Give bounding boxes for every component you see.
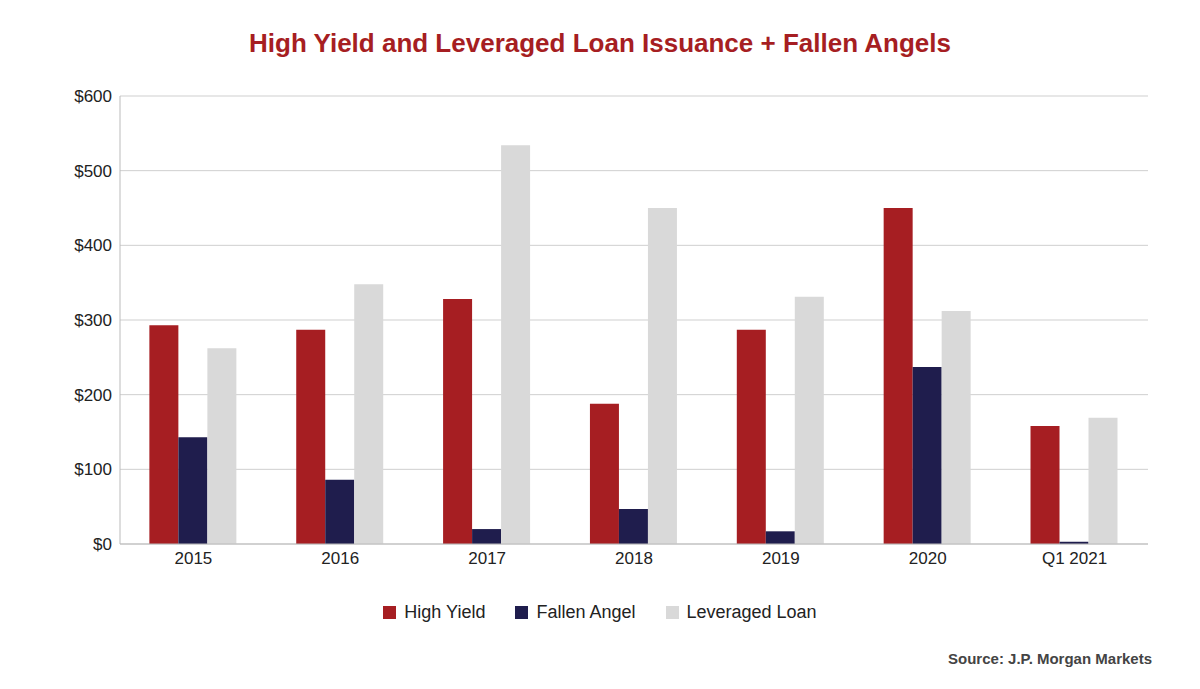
svg-text:$600: $600 (74, 87, 112, 106)
html-text:High Yield and Leveraged Loan: High Yield and Leveraged Loan Issuance +… (249, 28, 951, 58)
svg-text:$0: $0 (93, 535, 112, 554)
svg-text:2017: 2017 (468, 549, 506, 568)
svg-text:$100: $100 (74, 460, 112, 479)
svg-text:$500: $500 (74, 162, 112, 181)
html-text:Leveraged Loan: Leveraged Loan (686, 602, 817, 622)
svg-text:Q1 2021: Q1 2021 (1042, 549, 1107, 568)
svg-text:2018: 2018 (615, 549, 653, 568)
svg-text:$300: $300 (74, 311, 112, 330)
svg-text:2020: 2020 (909, 549, 947, 568)
svg-text:2015: 2015 (175, 549, 213, 568)
html-text:High Yield: High Yield (404, 602, 486, 622)
svg-text:2019: 2019 (762, 549, 800, 568)
html-text:Fallen Angel: Fallen Angel (536, 602, 636, 622)
svg-text:$200: $200 (74, 386, 112, 405)
svg-text:2016: 2016 (321, 549, 359, 568)
html-text:Source: J.P. Morgan Markets: Source: J.P. Morgan Markets (948, 650, 1152, 667)
svg-text:$400: $400 (74, 236, 112, 255)
